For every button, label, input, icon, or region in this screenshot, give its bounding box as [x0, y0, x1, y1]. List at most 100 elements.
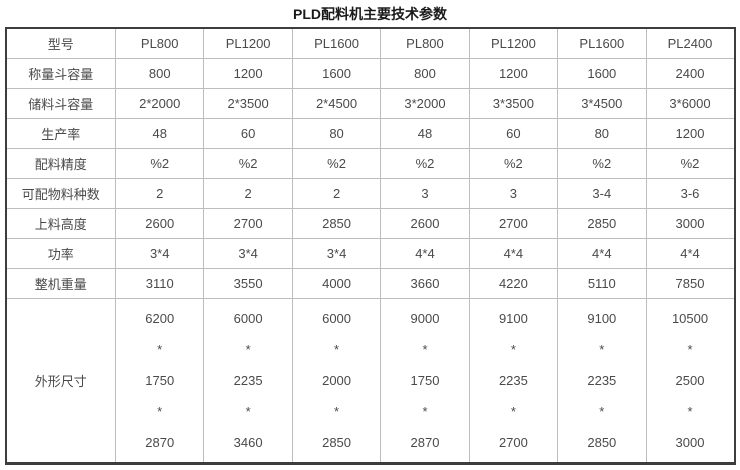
value-cell: 7850 [645, 267, 736, 299]
value-cell: 48 [380, 117, 470, 149]
model-header-3: PL1600 [291, 27, 382, 59]
value-cell: 3110 [114, 267, 205, 299]
dimension-line: 2870 [145, 434, 175, 450]
dimension-line: 3460 [233, 434, 263, 450]
table-row: 生产率 48 60 80 48 60 80 1200 [5, 117, 736, 149]
dimension-line: * [157, 341, 163, 357]
dimension-line: * [245, 341, 251, 357]
model-column-header: 型号 [5, 27, 116, 59]
value-cell: 4*4 [380, 237, 470, 269]
row-label: 生产率 [5, 117, 116, 149]
value-cell: 1200 [645, 117, 736, 149]
value-cell: %2 [645, 147, 736, 179]
dimension-line: 2235 [587, 372, 617, 388]
value-cell: 4*4 [645, 237, 736, 269]
dimension-line: 3000 [675, 434, 705, 450]
value-cell: 2*4500 [291, 87, 382, 119]
row-label: 上料高度 [5, 207, 116, 239]
value-cell: 2*2000 [114, 87, 205, 119]
value-cell: %2 [557, 147, 647, 179]
dimension-line: * [334, 403, 340, 419]
value-cell: 2 [291, 177, 382, 209]
value-cell: 9100 * 2235 * 2850 [557, 297, 647, 464]
dimension-line: 6200 [145, 310, 175, 326]
value-cell: 3-4 [557, 177, 647, 209]
value-cell: 4*4 [468, 237, 559, 269]
dimension-line: * [687, 403, 693, 419]
value-cell: %2 [291, 147, 382, 179]
value-cell: 60 [203, 117, 293, 149]
value-cell: %2 [468, 147, 559, 179]
model-header-1: PL800 [114, 27, 205, 59]
dimension-line: 2870 [410, 434, 440, 450]
value-cell: 4000 [291, 267, 382, 299]
value-cell: 2*3500 [203, 87, 293, 119]
value-cell: 3*4 [291, 237, 382, 269]
dimension-line: * [422, 403, 428, 419]
parameters-table: 型号 PL800 PL1200 PL1600 PL800 PL1200 PL1600 PL24… [4, 27, 736, 465]
dimension-line: 2850 [587, 434, 617, 450]
page-title: PLD配料机主要技术参数 [293, 6, 447, 22]
value-cell: 3*4 [114, 237, 205, 269]
model-header-4: PL800 [380, 27, 470, 59]
row-label: 外形尺寸 [5, 297, 116, 464]
dimension-line: * [687, 341, 693, 357]
dimension-line: 10500 [671, 310, 709, 326]
value-cell: 3*3500 [468, 87, 559, 119]
dimension-line: 2000 [322, 372, 352, 388]
value-cell: %2 [203, 147, 293, 179]
value-cell: 2 [203, 177, 293, 209]
value-cell: 1200 [468, 57, 559, 89]
model-header-7: PL2400 [645, 27, 736, 59]
value-cell: 3 [380, 177, 470, 209]
value-cell: 1600 [291, 57, 382, 89]
table-row: 配料精度 %2 %2 %2 %2 %2 %2 %2 [5, 147, 736, 179]
value-cell: 3 [468, 177, 559, 209]
value-cell: 60 [468, 117, 559, 149]
dimension-line: * [599, 341, 605, 357]
value-cell: 9000 * 1750 * 2870 [380, 297, 470, 464]
value-cell: 10500 * 2500 * 3000 [645, 297, 736, 464]
dimension-line: 6000 [322, 310, 352, 326]
row-label: 可配物料种数 [5, 177, 116, 209]
row-label: 储料斗容量 [5, 87, 116, 119]
dimension-line: 1750 [410, 372, 440, 388]
row-label: 称量斗容量 [5, 57, 116, 89]
table-row: 上料高度 2600 2700 2850 2600 2700 2850 3000 [5, 207, 736, 239]
value-cell: 2600 [114, 207, 205, 239]
header-row: 型号 PL800 PL1200 PL1600 PL800 PL1200 PL1600 PL24… [5, 27, 736, 59]
model-header-5: PL1200 [468, 27, 559, 59]
value-cell: 3-6 [645, 177, 736, 209]
value-cell: 2850 [291, 207, 382, 239]
value-cell: 9100 * 2235 * 2700 [468, 297, 559, 464]
value-cell: 3000 [645, 207, 736, 239]
value-cell: %2 [114, 147, 205, 179]
table-row: 称量斗容量 800 1200 1600 800 1200 1600 2400 [5, 57, 736, 89]
dimension-line: 9000 [410, 310, 440, 326]
dimension-line: 2850 [322, 434, 352, 450]
value-cell: 4*4 [557, 237, 647, 269]
dimension-line: * [157, 403, 163, 419]
value-cell: 2600 [380, 207, 470, 239]
value-cell: 48 [114, 117, 205, 149]
value-cell: 3*4 [203, 237, 293, 269]
model-header-2: PL1200 [203, 27, 293, 59]
value-cell: 3*6000 [645, 87, 736, 119]
dimension-line: 1750 [145, 372, 175, 388]
value-cell: 3660 [380, 267, 470, 299]
value-cell: 6200 * 1750 * 2870 [114, 297, 205, 464]
value-cell: 1200 [203, 57, 293, 89]
value-cell: 1600 [557, 57, 647, 89]
row-label: 功率 [5, 237, 116, 269]
value-cell: 4220 [468, 267, 559, 299]
value-cell: 6000 * 2235 * 3460 [203, 297, 293, 464]
table-row: 外形尺寸 6200 * 1750 * 2870 6000 * 2235 * 3460 6000 * 200… [5, 297, 736, 464]
model-header-6: PL1600 [557, 27, 647, 59]
dimension-line: * [422, 341, 428, 357]
value-cell: 2700 [468, 207, 559, 239]
dimension-line: 9100 [498, 310, 528, 326]
value-cell: 6000 * 2000 * 2850 [291, 297, 382, 464]
dimension-line: * [334, 341, 340, 357]
dimension-line: 6000 [233, 310, 263, 326]
dimension-line: * [245, 403, 251, 419]
